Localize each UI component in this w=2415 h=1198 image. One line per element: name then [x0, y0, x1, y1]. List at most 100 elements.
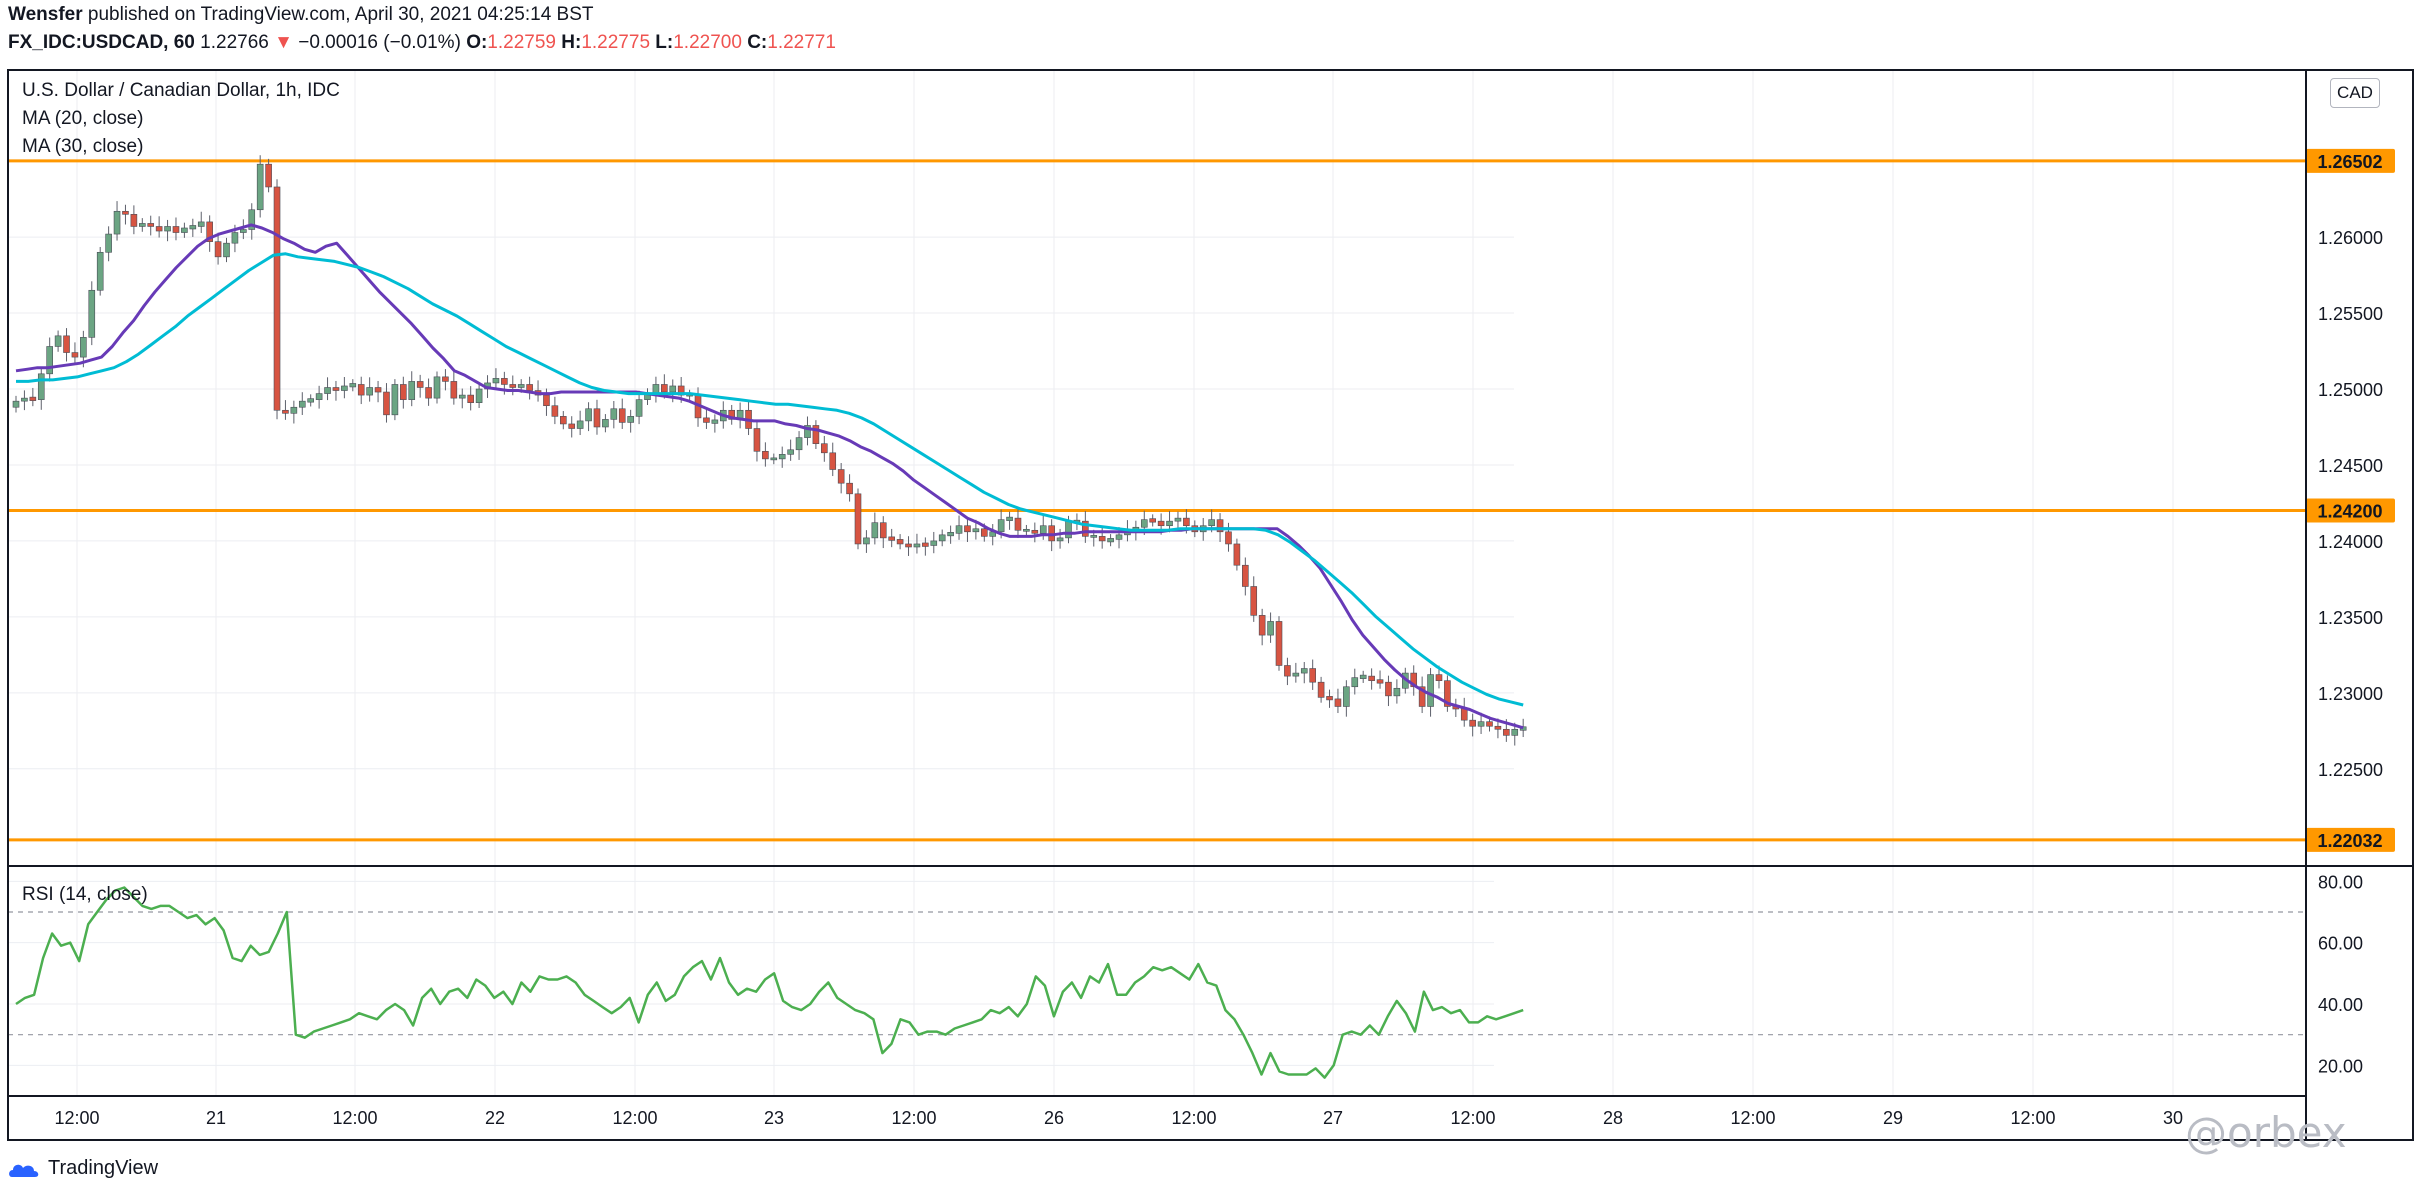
- ma30-line: [16, 252, 1524, 707]
- symbol-header: FX_IDC:USDCAD, 60 1.22766 ▼ −0.00016 (−0…: [8, 32, 836, 54]
- candle-down: [332, 387, 340, 391]
- tradingview-cloud-icon: [9, 1164, 39, 1177]
- candle-down: [1250, 586, 1258, 616]
- tradingview-logo[interactable]: TradingView: [8, 1157, 158, 1180]
- rsi-line: [15, 886, 1524, 1079]
- rsi-tick-label: 60.00: [2318, 934, 2363, 954]
- publish-text: published on TradingView.com, April 30, …: [82, 4, 594, 25]
- ma20-line: [15, 223, 1524, 730]
- candle-down: [1258, 615, 1266, 636]
- candle-up: [88, 289, 96, 338]
- price-tick-label: 1.26000: [2318, 228, 2383, 248]
- candle-down: [762, 450, 769, 460]
- publisher-name[interactable]: Wensfer: [8, 4, 83, 25]
- currency-badge[interactable]: CAD: [2330, 78, 2380, 108]
- candle-down: [425, 387, 432, 399]
- time-tick-label: 12:00: [891, 1108, 936, 1128]
- candle-up: [1343, 686, 1350, 707]
- candle-up: [1115, 534, 1123, 540]
- candle-up: [576, 420, 584, 429]
- time-tick-label: 12:00: [54, 1108, 99, 1128]
- legend-ma20[interactable]: MA (20, close): [22, 108, 144, 129]
- candle-up: [1174, 517, 1182, 522]
- candle-up: [711, 419, 719, 424]
- candle-up: [517, 384, 525, 388]
- candle-down: [568, 423, 576, 429]
- price-tick-label: 1.22500: [2318, 760, 2383, 780]
- low-value: 1.22700: [673, 32, 742, 53]
- time-tick-label: 30: [2163, 1108, 2183, 1128]
- chart-frame: [7, 69, 2414, 1141]
- legend-ma30[interactable]: MA (30, close): [22, 136, 144, 157]
- candle-up: [1300, 668, 1308, 674]
- candle-up: [349, 383, 357, 388]
- candle-up: [1208, 519, 1215, 527]
- last-price: 1.22766: [200, 32, 269, 53]
- level-tag: [2306, 827, 2395, 852]
- candle-down: [888, 536, 895, 541]
- time-tick-label: 12:00: [332, 1108, 377, 1128]
- candle-down: [661, 384, 668, 393]
- candle-down: [63, 335, 70, 353]
- candle-down: [501, 378, 508, 385]
- candle-down: [1317, 681, 1325, 698]
- candle-down: [1082, 520, 1089, 537]
- candle-up: [1359, 674, 1367, 679]
- candle-down: [147, 223, 155, 227]
- level-tag-label: 1.22032: [2317, 831, 2382, 851]
- candle-up: [863, 537, 870, 545]
- candle-up: [804, 425, 811, 438]
- candle-down: [1275, 621, 1283, 666]
- candle-up: [96, 251, 104, 291]
- price-tick-label: 1.23500: [2318, 608, 2383, 628]
- candle-up: [46, 346, 53, 375]
- candle-up: [80, 337, 87, 358]
- candle-up: [290, 406, 298, 414]
- candle-down: [172, 226, 180, 233]
- candle-up: [1166, 520, 1173, 527]
- horizontal-levels[interactable]: 1.26502 1.24200 1.22032: [8, 148, 2395, 852]
- candle-down: [467, 394, 474, 403]
- candle-down: [1469, 719, 1476, 727]
- candle-down: [1410, 672, 1418, 688]
- candle-up: [1140, 519, 1148, 528]
- candle-up: [787, 449, 794, 455]
- time-tick-label: 12:00: [2010, 1108, 2055, 1128]
- candle-down: [1494, 725, 1502, 730]
- outer-border: [7, 69, 2414, 1141]
- candle-up: [1090, 535, 1098, 538]
- candle-up: [1477, 721, 1485, 727]
- candle-up: [139, 223, 146, 227]
- candle-up: [930, 540, 938, 546]
- rsi-pane: 20.00 40.00 60.00 80.00: [8, 872, 2363, 1079]
- candle-up: [54, 335, 62, 347]
- candle-up: [1056, 537, 1064, 542]
- candle-up: [315, 393, 323, 400]
- candle-up: [324, 387, 331, 394]
- legend-rsi[interactable]: RSI (14, close): [22, 884, 148, 905]
- candle-down: [1486, 721, 1493, 727]
- time-axis: 12:00 21 12:00 22 12:00 23 12:00 26 12:00 27 12:00…: [54, 1108, 2183, 1128]
- candle-up: [492, 378, 500, 384]
- legend-title[interactable]: U.S. Dollar / Canadian Dollar, 1h, IDC: [22, 80, 340, 101]
- candle-down: [821, 443, 828, 454]
- candle-down: [1031, 529, 1039, 534]
- low-label: L:: [655, 32, 674, 53]
- open-label: O:: [466, 32, 488, 53]
- candle-down: [1098, 536, 1106, 542]
- candle-up: [770, 457, 778, 461]
- candle-down: [155, 226, 163, 232]
- candle-down: [400, 384, 407, 400]
- candle-up: [972, 528, 980, 533]
- candle-down: [214, 241, 222, 258]
- candle-down: [1183, 517, 1190, 527]
- candle-up: [1065, 520, 1072, 539]
- candle-down: [812, 425, 820, 444]
- moving-averages: [15, 223, 1524, 730]
- candle-up: [669, 385, 677, 393]
- symbol-name[interactable]: FX_IDC:USDCAD, 60: [8, 32, 195, 53]
- candle-down: [618, 408, 626, 423]
- time-tick-label: 21: [206, 1108, 226, 1128]
- time-tick-label: 26: [1044, 1108, 1064, 1128]
